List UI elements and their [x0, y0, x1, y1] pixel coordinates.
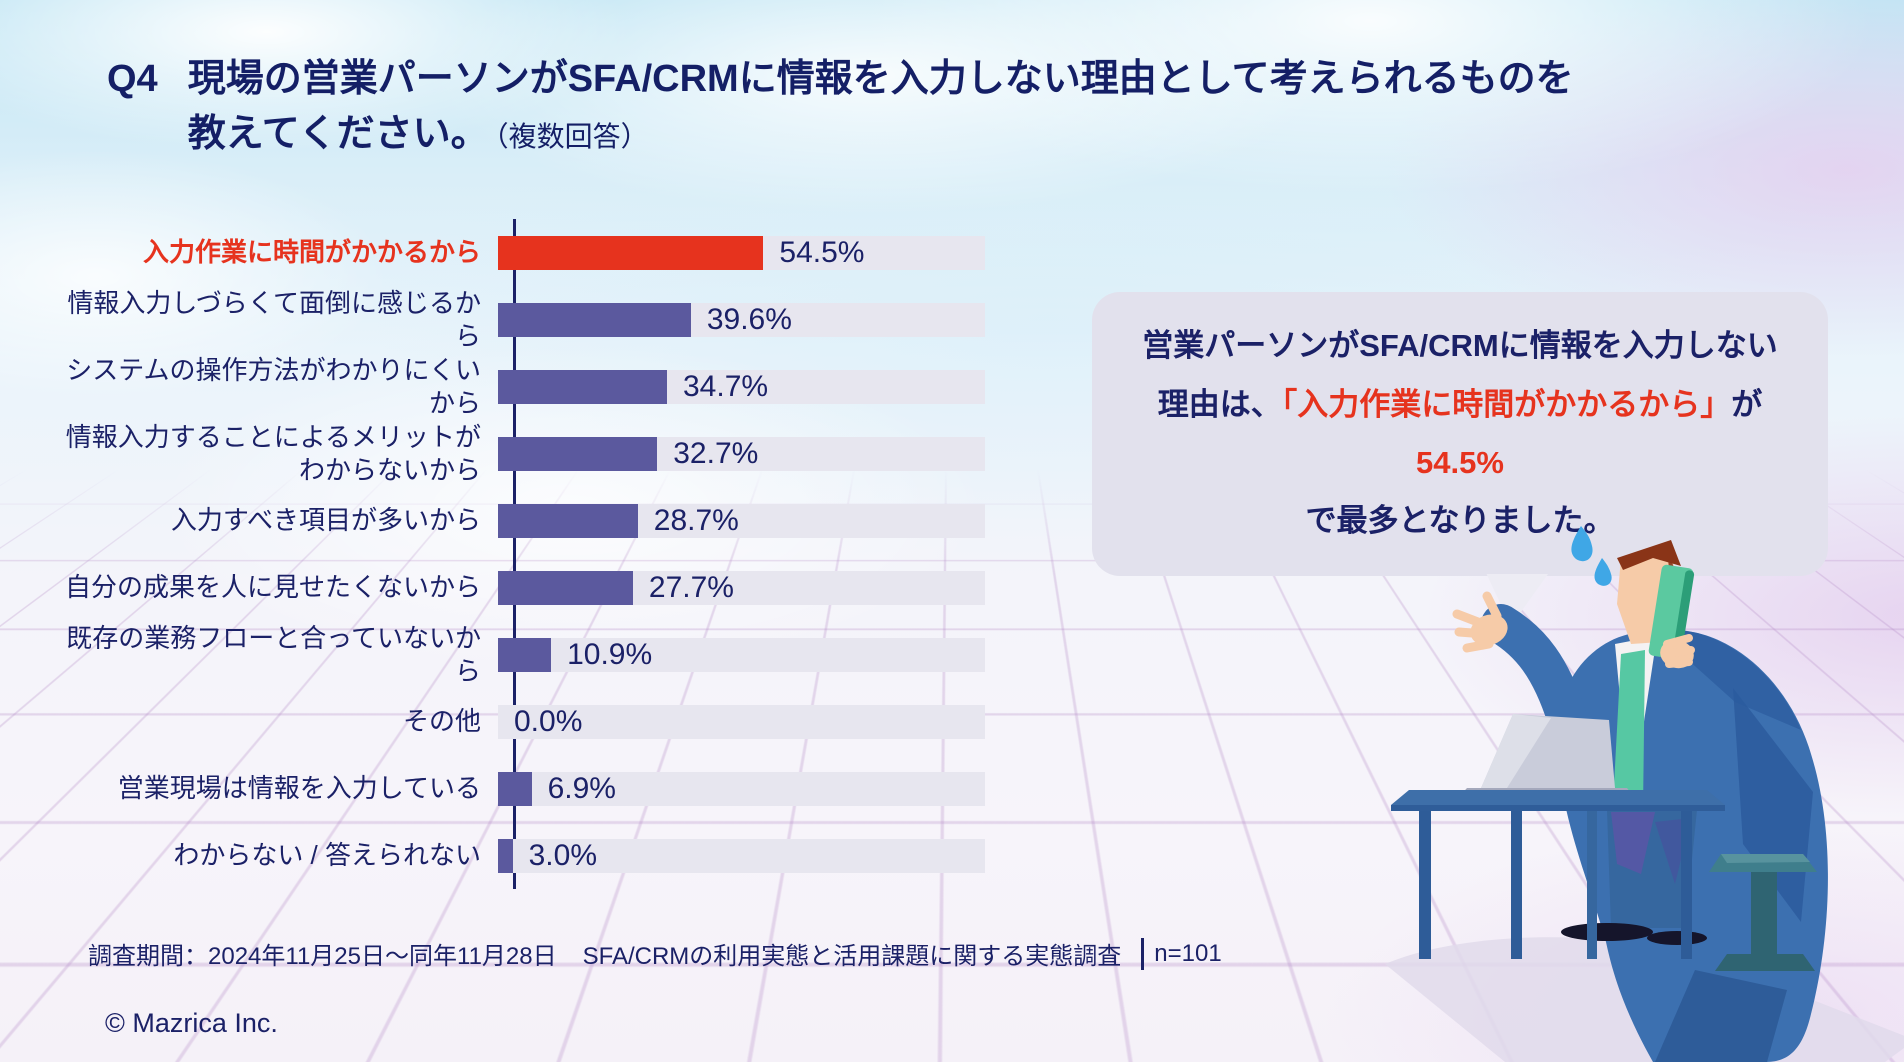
- bar: [498, 369, 667, 404]
- bar-value-label: 10.9%: [567, 637, 653, 671]
- chart-rows: 入力作業に時間がかかるから 54.5% 情報入力しづらくて面倒に感じるから 39.6%…: [60, 219, 1004, 889]
- bar-track: 32.7%: [498, 436, 985, 471]
- bar-value-label: 3.0%: [528, 838, 597, 872]
- title-line-1: 現場の営業パーソンがSFA/CRMに情報を入力しない理由として考えられるものを: [187, 58, 1574, 100]
- speech-bubble: 営業パーソンがSFA/CRMに情報を入力しない理由は、「入力作業に時間がかかるか…: [1092, 292, 1828, 626]
- stool: [1709, 854, 1817, 971]
- footer-divider: [1141, 937, 1145, 970]
- bar-value-label: 32.7%: [673, 436, 759, 470]
- bar-chart: 入力作業に時間がかかるから 54.5% 情報入力しづらくて面倒に感じるから 39.6%…: [60, 219, 1004, 889]
- bar-value-label: 27.7%: [648, 570, 734, 604]
- category-label: 営業現場は情報を入力している: [117, 773, 481, 804]
- chart-row: 既存の業務フローと合っていないから 10.9%: [60, 621, 1004, 688]
- question-number: Q4: [107, 58, 158, 100]
- category-label: 入力作業に時間がかかるから: [142, 237, 481, 268]
- bar-value-label: 0.0%: [514, 704, 583, 738]
- speech-bubble-line: 営業パーソンがSFA/CRMに情報を入力しない: [1118, 317, 1802, 375]
- bar-value-label: 28.7%: [653, 503, 739, 537]
- chart-row: システムの操作方法がわかりにくいから 34.7%: [60, 353, 1004, 420]
- survey-period: 調査期間：2024年11月25日～同年11月28日: [88, 943, 557, 970]
- bar-value-label: 54.5%: [779, 235, 865, 269]
- speech-bubble-line: で最多となりました。: [1118, 492, 1802, 550]
- bar: [498, 637, 552, 672]
- bar-value-label: 6.9%: [547, 771, 616, 805]
- open-hand: [1452, 591, 1508, 653]
- category-label: その他: [402, 706, 481, 737]
- category-label: 入力すべき項目が多いから: [170, 505, 481, 536]
- desk: [1391, 790, 1725, 959]
- bar-value-label: 34.7%: [682, 369, 769, 403]
- copyright: © Mazrica Inc.: [105, 1008, 278, 1038]
- necktie: [1613, 650, 1645, 810]
- bar-track: 54.5%: [498, 235, 985, 270]
- shoe-2: [1647, 931, 1707, 945]
- category-axis-line: [513, 219, 516, 889]
- category-label: システムの操作方法がわかりにくいから: [66, 355, 481, 418]
- businessman-illustration: [1385, 526, 1904, 1062]
- bar: [498, 771, 532, 806]
- highlighted-text: 「入力作業に時間がかかるから」: [1281, 386, 1732, 422]
- text-segment: で最多となりました。: [1305, 503, 1615, 539]
- bar-track: 0.0%: [498, 704, 985, 739]
- trouser-shade: [1611, 812, 1655, 874]
- text-segment: が: [1731, 386, 1763, 422]
- category-label: 情報入力することによるメリットが わからないから: [65, 422, 481, 485]
- chart-row: わからない / 答えられない 3.0%: [60, 822, 1004, 889]
- bar: [498, 302, 691, 337]
- bar: [498, 838, 513, 873]
- sample-size: n=101: [1154, 939, 1222, 967]
- text-segment: 理由は、: [1157, 386, 1282, 422]
- speech-bubble-text: 営業パーソンがSFA/CRMに情報を入力しない理由は、「入力作業に時間がかかるか…: [1118, 317, 1802, 550]
- bar-track: 28.7%: [498, 503, 985, 538]
- title-note: （複数回答）: [494, 121, 649, 153]
- hair: [1617, 540, 1681, 570]
- category-label: 既存の業務フローと合っていないから: [66, 623, 481, 686]
- category-label: 自分の成果を人に見せたくないから: [64, 572, 481, 603]
- shoe: [1561, 923, 1653, 941]
- raised-arm: [1481, 604, 1587, 738]
- text-segment: 営業パーソンがSFA/CRMに情報を入力しない: [1142, 328, 1778, 364]
- chart-row: 情報入力することによるメリットが わからないから 32.7%: [60, 420, 1004, 487]
- bar: [498, 436, 658, 471]
- sweat-drops-icon: [1571, 526, 1612, 586]
- bar-value-label: 39.6%: [706, 302, 792, 336]
- chart-row: 営業現場は情報を入力している 6.9%: [60, 755, 1004, 822]
- bar-track: 34.7%: [498, 369, 985, 404]
- bar: [498, 235, 764, 270]
- chart-row: 自分の成果を人に見せたくないから 27.7%: [60, 554, 1004, 621]
- title-line-2: 教えてください。: [187, 113, 489, 156]
- highlighted-text: 54.5%: [1416, 445, 1504, 480]
- bar-track: 6.9%: [498, 771, 985, 806]
- survey-name: SFA/CRMの利用実態と活用課題に関する実態調査: [582, 943, 1122, 970]
- speech-bubble-line: 理由は、「入力作業に時間がかかるから」が 54.5%: [1118, 376, 1802, 493]
- chart-row: その他 0.0%: [60, 688, 1004, 755]
- page-title: Q4 現場の営業パーソンがSFA/CRMに情報を入力しない理由として考えられるも…: [107, 52, 1574, 162]
- bar: [498, 570, 633, 605]
- category-label: 情報入力しづらくて面倒に感じるから: [67, 288, 481, 351]
- survey-footer: 調査期間：2024年11月25日～同年11月28日 SFA/CRMの利用実態と活…: [88, 936, 1222, 971]
- bar-track: 27.7%: [498, 570, 985, 605]
- chart-row: 入力すべき項目が多いから 28.7%: [60, 487, 1004, 554]
- phone-hand: [1660, 634, 1695, 669]
- bar-track: 39.6%: [498, 302, 985, 337]
- bar-track: 3.0%: [498, 838, 985, 873]
- bar-track: 10.9%: [498, 637, 985, 672]
- chart-row: 情報入力しづらくて面倒に感じるから 39.6%: [60, 286, 1004, 353]
- category-label: わからない / 答えられない: [173, 840, 481, 871]
- chart-row: 入力作業に時間がかかるから 54.5%: [60, 219, 1004, 286]
- bar: [498, 503, 638, 538]
